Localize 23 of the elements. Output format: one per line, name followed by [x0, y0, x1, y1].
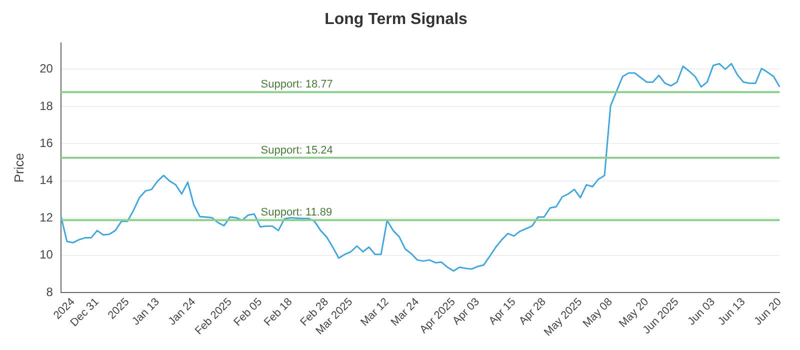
ref-line-label: Support: 11.89 [260, 206, 332, 219]
x-tick-label: May 08 [580, 296, 615, 330]
x-tick-label: Mar 12 [358, 296, 392, 329]
x-tick-label: Mar 24 [388, 296, 422, 329]
x-tick-label: Jan 13 [130, 296, 162, 328]
y-tick-label: 16 [40, 136, 54, 150]
x-tick-label: Apr 28 [516, 296, 548, 328]
x-tick-label: Feb 05 [232, 296, 265, 329]
x-tick-label: Feb 18 [262, 296, 295, 329]
y-tick-label: 10 [40, 248, 54, 262]
ref-line-label: Support: 15.24 [260, 144, 333, 156]
x-tick-label: Jun 20 [752, 296, 784, 328]
x-tick-label: Jun 03 [686, 296, 718, 328]
x-tick-label: Apr 15 [486, 296, 518, 328]
y-tick-label: 8 [46, 284, 54, 299]
y-tick-label: 14 [40, 173, 54, 188]
ref-line-label: Support: 18.77 [260, 78, 333, 91]
y-tick-label: 12 [40, 210, 54, 224]
y-tick-label: 20 [40, 62, 54, 76]
x-tick-label: Jun 13 [716, 296, 748, 328]
y-tick-label: 18 [40, 98, 54, 113]
chart-title: Long Term Signals [324, 11, 468, 28]
y-axis-title: Price [11, 153, 26, 183]
